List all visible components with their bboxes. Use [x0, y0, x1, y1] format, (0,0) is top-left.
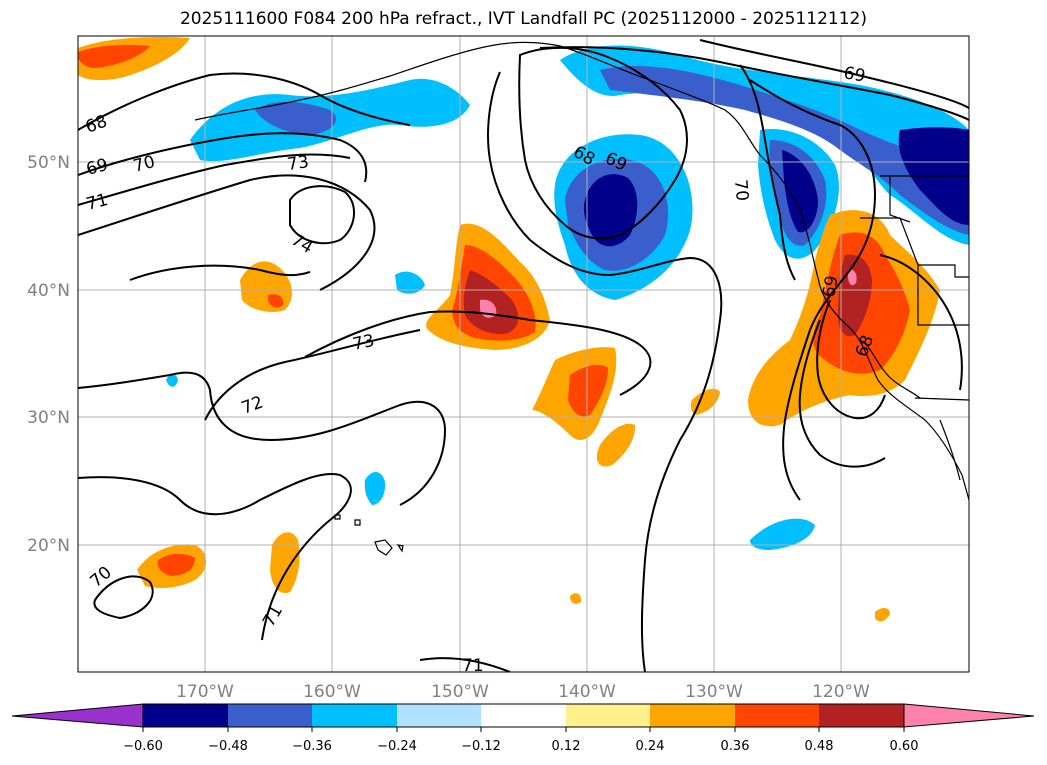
- longitude-labels: 170°W 160°W 150°W 140°W 130°W 120°W: [176, 682, 870, 702]
- contour-line: [539, 46, 969, 121]
- coastlines: [194, 41, 969, 501]
- contour-line: [78, 72, 411, 131]
- colorbar: −0.60 −0.48 −0.36 −0.24 −0.12 0.12 0.24 …: [11, 703, 1035, 754]
- contour-line: [816, 299, 886, 420]
- contour-line: [749, 79, 877, 501]
- map-area: 68 69 70 71 73 74 73 72 71 70 71 68 69 6…: [78, 36, 969, 676]
- shading-light-blue: [750, 518, 815, 550]
- colorbar-right-extension: [903, 703, 1035, 728]
- contour-line: [78, 174, 376, 291]
- contour-label: 69: [842, 63, 867, 86]
- islands: [334, 514, 404, 556]
- lon-label: 170°W: [176, 682, 234, 702]
- shading-orange: [875, 608, 890, 622]
- shading-mid-blue: [255, 101, 336, 135]
- colorbar-segment: [566, 704, 650, 727]
- contour-line: [798, 319, 886, 468]
- colorbar-frame: [142, 703, 905, 728]
- shading-deep-blue: [782, 150, 818, 233]
- contour-line: [419, 657, 511, 672]
- lat-label: 40°N: [27, 281, 70, 301]
- contour-line: [78, 473, 352, 641]
- colorbar-segment: [228, 704, 312, 727]
- contour-line: [487, 71, 723, 672]
- shading-red: [268, 294, 284, 308]
- gridlines: [78, 36, 969, 672]
- contour-line: [93, 575, 154, 620]
- map-frame: [77, 35, 970, 673]
- colorbar-tick-label: −0.48: [208, 739, 248, 754]
- lon-label: 120°W: [812, 682, 870, 702]
- lon-label: 160°W: [303, 682, 361, 702]
- lon-label: 150°W: [431, 682, 489, 702]
- contour-label: 69: [819, 274, 842, 299]
- shading-orange: [570, 593, 582, 604]
- contour-line: [129, 264, 311, 281]
- colorbar-segment: [143, 704, 228, 727]
- colorbar-tick-label: −0.36: [292, 739, 332, 754]
- map-title: 2025111600 F084 200 hPa refract., IVT La…: [179, 9, 867, 29]
- colorbar-tick-label: −0.12: [461, 739, 501, 754]
- colorbar-segment: [650, 704, 735, 727]
- shading-negative: [166, 45, 969, 550]
- contour-label: 73: [286, 152, 310, 175]
- contour-line: [78, 132, 368, 183]
- colorbar-tick-label: 0.48: [805, 739, 834, 754]
- colorbar-tick-label: 0.24: [636, 739, 665, 754]
- shading-red: [78, 44, 150, 68]
- colorbar-segment: [819, 704, 904, 727]
- latitude-labels: 50°N 40°N 30°N 20°N: [27, 153, 70, 556]
- colorbar-segment: [312, 704, 397, 727]
- contour-label: 70: [730, 179, 752, 202]
- shading-orange: [690, 388, 720, 415]
- shading-orange: [596, 423, 636, 467]
- contour-line: [879, 254, 963, 391]
- contour-line: [289, 185, 355, 245]
- colorbar-tick-label: 0.12: [552, 739, 581, 754]
- contours: [78, 39, 969, 672]
- contour-line: [304, 310, 652, 396]
- lat-label: 30°N: [27, 408, 70, 428]
- shading-deep-blue: [583, 174, 638, 247]
- contour-line: [78, 153, 351, 206]
- contour-line: [204, 329, 421, 421]
- colorbar-tick-label: 0.60: [890, 739, 919, 754]
- colorbar-tick-label: −0.24: [377, 739, 417, 754]
- lon-label: 130°W: [685, 682, 743, 702]
- shading-light-blue: [166, 374, 178, 387]
- shading-light-blue: [560, 45, 969, 245]
- colorbar-segment: [397, 704, 481, 727]
- colorbar-tick-label: 0.36: [721, 739, 750, 754]
- shading-red: [157, 553, 195, 576]
- colorbar-segment: [481, 704, 566, 727]
- contour-line: [699, 39, 969, 109]
- lat-label: 50°N: [27, 153, 70, 173]
- colorbar-ticks: [142, 727, 905, 732]
- colorbar-segment: [735, 704, 819, 727]
- contour-line: [739, 64, 796, 281]
- shading-red: [568, 364, 608, 417]
- lon-label: 140°W: [558, 682, 616, 702]
- shading-orange: [270, 532, 300, 594]
- shading-pink: [847, 269, 857, 286]
- contour-label: 73: [351, 331, 376, 355]
- contour-label: 71: [462, 656, 484, 676]
- shading-light-blue: [364, 471, 386, 505]
- colorbar-tick-label: −0.60: [123, 739, 163, 754]
- lat-label: 20°N: [27, 536, 70, 556]
- contour-line: [518, 46, 688, 240]
- shading-light-blue: [395, 271, 425, 294]
- colorbar-left-extension: [11, 703, 144, 728]
- contour-line: [78, 371, 447, 506]
